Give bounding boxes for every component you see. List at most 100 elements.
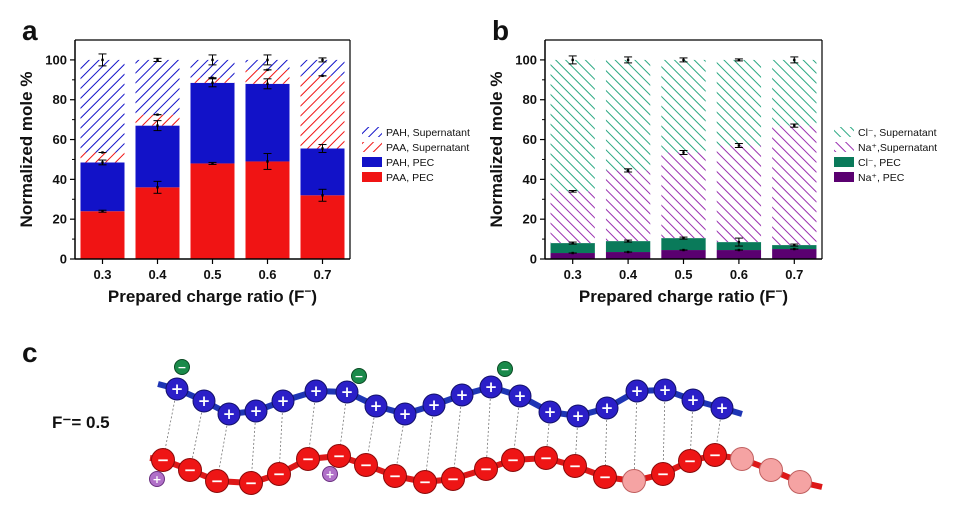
- error-bar-center: [266, 160, 269, 163]
- bar-paa-solid-0.4: [135, 187, 180, 259]
- panel-c-schematic: F⁻= 0.5 +++ +++ ++ + ++ + ++ + ++ ++ +−−− − −− − −− − −−…: [52, 359, 823, 495]
- bar-paa-hatch-0.6: [245, 69, 290, 84]
- y-tick-label: 0: [60, 252, 67, 267]
- pah-bead-circle: [271, 389, 295, 413]
- pah-bead: +: [538, 400, 562, 424]
- y-tick-label: 80: [523, 92, 537, 107]
- error-bar: [734, 58, 743, 62]
- error-bar-center: [321, 147, 324, 150]
- bar-pah-hatch-0.3: [80, 59, 125, 153]
- minus-sign: −: [333, 447, 346, 465]
- legend-label: Cl⁻, PEC: [858, 157, 901, 169]
- error-bar-center: [156, 113, 159, 116]
- x-tick-label: 0.5: [674, 267, 692, 282]
- legend-swatch: [834, 172, 854, 182]
- error-bar-center: [737, 144, 741, 147]
- error-bar-center: [793, 58, 796, 62]
- error-bar-center: [737, 58, 741, 62]
- paa-bead: −: [413, 470, 437, 494]
- pah-bead: +: [393, 402, 417, 426]
- pah-bead-circle: [538, 400, 562, 424]
- legend-swatch: [834, 142, 854, 152]
- paa-bead-circle: [563, 454, 587, 478]
- bar-cl-solid-0.7: [772, 245, 817, 250]
- bar-na-hatch-0.4: [605, 170, 651, 242]
- plus-sign: +: [572, 407, 585, 425]
- plus-sign: +: [152, 473, 161, 486]
- pah-bead-circle: [422, 393, 446, 417]
- bar-cl-hatch-0.7: [772, 59, 817, 126]
- pah-bead-circle: [595, 396, 619, 420]
- pah-bead: +: [450, 383, 474, 407]
- ionic-pair-line: [452, 394, 463, 480]
- minus-sign: −: [419, 473, 432, 491]
- chloride-counterion: −: [174, 359, 190, 375]
- pah-bead-circle: [335, 380, 359, 404]
- bar-cl-solid-0.4: [605, 241, 651, 253]
- paa-bead-circle: [178, 458, 202, 482]
- error-bar-center: [156, 58, 159, 62]
- error-bar: [153, 180, 162, 194]
- minus-sign: −: [211, 472, 224, 490]
- pah-bead-circle: [450, 383, 474, 407]
- pah-bead-circle: [625, 379, 649, 403]
- sodium-counterion: +: [149, 471, 165, 487]
- plus-sign: +: [171, 380, 184, 398]
- paa-bead: −: [651, 462, 675, 486]
- minus-sign: −: [507, 451, 520, 469]
- ionic-pair-line: [662, 389, 666, 475]
- plus-sign: +: [601, 399, 614, 417]
- bar-na-hatch-0.7: [772, 125, 817, 246]
- sodium-counterion: +: [322, 466, 338, 482]
- legend-item: Cl⁻, PEC: [834, 157, 901, 169]
- legend-item: Cl⁻, Supernatant: [834, 127, 937, 139]
- error-bar: [624, 250, 633, 254]
- paa-bead-neutral: [759, 458, 783, 482]
- x-axis-title-close: ): [782, 287, 788, 306]
- plus-sign: +: [370, 397, 383, 415]
- error-bar-center: [101, 210, 104, 213]
- minus-sign: −: [354, 370, 363, 383]
- paa-bead: −: [501, 448, 525, 472]
- chloride-circle: [351, 368, 367, 384]
- paa-bead-circle: [354, 453, 378, 477]
- error-bar: [208, 76, 217, 80]
- paa-bead-circle: [501, 448, 525, 472]
- plus-sign: +: [716, 399, 729, 417]
- error-bar: [208, 54, 217, 66]
- pah-bead: +: [244, 399, 268, 423]
- pah-bead-circle: [165, 377, 189, 401]
- minus-sign: −: [569, 457, 582, 475]
- paa-bead-circle: [593, 465, 617, 489]
- paa-bead: −: [474, 457, 498, 481]
- paa-bead-circle: [267, 462, 291, 486]
- bar-pah-solid-0.6: [245, 83, 290, 162]
- pah-bead: +: [364, 394, 388, 418]
- legend-swatch: [362, 142, 382, 152]
- bar-pah-solid-0.5: [190, 82, 235, 164]
- x-tick-label: 0.6: [730, 267, 748, 282]
- pah-bead: +: [710, 396, 734, 420]
- error-bar: [98, 53, 107, 67]
- paa-bead-circle: [327, 444, 351, 468]
- legend-label: Na⁺, PEC: [858, 172, 905, 184]
- x-tick-label: 0.3: [564, 267, 582, 282]
- legend: PAH, Supernatant PAA, Supernatant PAH, PEC…: [362, 127, 470, 184]
- error-bar: [318, 57, 327, 63]
- plus-sign: +: [250, 402, 263, 420]
- minus-sign: −: [500, 363, 509, 376]
- pah-bead: +: [479, 375, 503, 399]
- y-tick-label: 20: [523, 212, 537, 227]
- legend-label: Na⁺,Supernatant: [858, 142, 937, 154]
- paa-bead: −: [205, 469, 229, 493]
- y-tick-label: 0: [530, 252, 537, 267]
- ionic-pair-line: [250, 410, 257, 484]
- pah-bead-circle: [653, 378, 677, 402]
- pah-bead-circle: [244, 399, 268, 423]
- pah-bead: +: [681, 388, 705, 412]
- plus-sign: +: [514, 387, 527, 405]
- error-bar: [568, 190, 577, 193]
- error-bar: [263, 68, 272, 72]
- paa-bead: −: [383, 464, 407, 488]
